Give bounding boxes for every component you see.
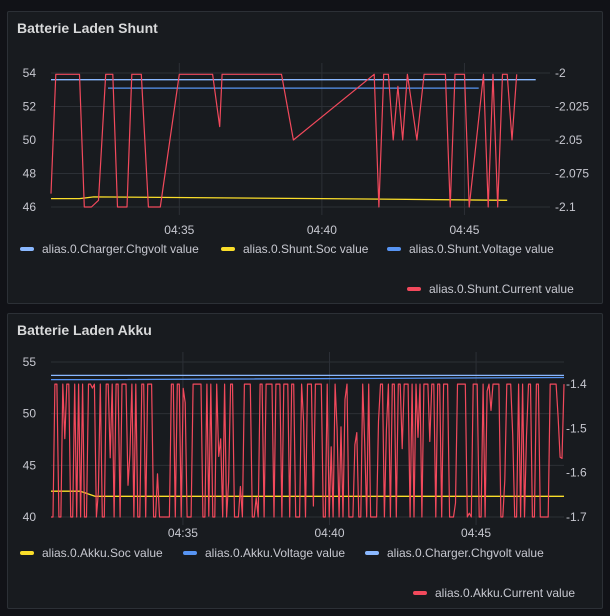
series-line-3 bbox=[50, 73, 518, 208]
y-left-tick-label: 52 bbox=[23, 100, 37, 114]
legend-label: alias.0.Akku.Soc value bbox=[42, 546, 163, 560]
y-left-tick-label: 55 bbox=[23, 355, 37, 369]
shunt-chart[interactable]: 54 52 50 48 46 -2 -2.025 -2.05 -2.075 -2.1 04:35 04… bbox=[8, 12, 604, 305]
legend-swatch bbox=[221, 247, 235, 251]
x-tick-label: 04:35 bbox=[164, 223, 194, 237]
shunt-panel: Batterie Laden Shunt 54 52 50 48 46 -2 -2.025 -… bbox=[7, 11, 603, 304]
legend-label: alias.0.Akku.Voltage value bbox=[205, 546, 346, 560]
legend-label: alias.0.Shunt.Voltage value bbox=[409, 242, 554, 256]
legend-item-shunt-current[interactable]: alias.0.Shunt.Current value bbox=[407, 282, 574, 296]
panel-title[interactable]: Batterie Laden Shunt bbox=[17, 20, 158, 36]
y-left-tick-label: 50 bbox=[23, 407, 37, 421]
series-line-3 bbox=[51, 383, 565, 518]
legend-label: alias.0.Charger.Chgvolt value bbox=[387, 546, 544, 560]
x-tick-label: 04:45 bbox=[449, 223, 479, 237]
y-left-tick-label: 54 bbox=[23, 66, 37, 80]
legend-swatch bbox=[413, 591, 427, 595]
legend-swatch bbox=[183, 551, 197, 555]
legend-label: alias.0.Charger.Chgvolt value bbox=[42, 242, 199, 256]
panel-title[interactable]: Batterie Laden Akku bbox=[17, 322, 152, 338]
x-tick-label: 04:45 bbox=[461, 526, 491, 540]
y-right-tick-label: -1.5 bbox=[566, 421, 587, 435]
legend-item-akku-soc[interactable]: alias.0.Akku.Soc value bbox=[20, 546, 163, 560]
legend-label: alias.0.Shunt.Current value bbox=[429, 282, 574, 296]
legend-swatch bbox=[407, 287, 421, 291]
legend-label: alias.0.Shunt.Soc value bbox=[243, 242, 369, 256]
legend-swatch bbox=[20, 247, 34, 251]
legend-swatch bbox=[20, 551, 34, 555]
x-tick-label: 04:40 bbox=[314, 526, 344, 540]
y-right-tick-label: -1.4 bbox=[566, 377, 587, 391]
x-tick-label: 04:35 bbox=[168, 526, 198, 540]
x-tick-label: 04:40 bbox=[307, 223, 337, 237]
akku-chart[interactable]: 55 50 45 40 -1.4 -1.5 -1.6 -1.7 04:35 04:40 04:45 bbox=[8, 314, 604, 610]
y-right-tick-label: -2 bbox=[555, 66, 566, 80]
series-line-0 bbox=[51, 490, 564, 497]
y-right-tick-label: -2.1 bbox=[555, 200, 576, 214]
y-left-tick-label: 40 bbox=[23, 510, 37, 524]
y-left-tick-label: 46 bbox=[23, 200, 37, 214]
legend-swatch bbox=[365, 551, 379, 555]
legend-item-shunt-soc[interactable]: alias.0.Shunt.Soc value bbox=[221, 242, 368, 256]
legend-label: alias.0.Akku.Current value bbox=[435, 586, 576, 600]
legend-swatch bbox=[387, 247, 401, 251]
legend-item-akku-current[interactable]: alias.0.Akku.Current value bbox=[413, 586, 575, 600]
legend-item-charger-chgvolt[interactable]: alias.0.Charger.Chgvolt value bbox=[365, 546, 544, 560]
y-left-tick-label: 45 bbox=[23, 458, 37, 472]
y-left-tick-label: 50 bbox=[23, 133, 37, 147]
y-right-tick-label: -2.075 bbox=[555, 167, 589, 181]
y-right-tick-label: -2.025 bbox=[555, 100, 589, 114]
series-line-1 bbox=[51, 376, 565, 381]
y-right-tick-label: -1.7 bbox=[566, 510, 587, 524]
legend-item-shunt-voltage[interactable]: alias.0.Shunt.Voltage value bbox=[387, 242, 554, 256]
series-line-1 bbox=[51, 196, 508, 201]
y-left-tick-label: 48 bbox=[23, 167, 37, 181]
legend-item-akku-voltage[interactable]: alias.0.Akku.Voltage value bbox=[183, 546, 345, 560]
y-right-tick-label: -2.05 bbox=[555, 133, 583, 147]
y-right-tick-label: -1.6 bbox=[566, 466, 587, 480]
akku-panel: Batterie Laden Akku 55 50 45 40 -1.4 -1.5 -1.6… bbox=[7, 313, 603, 609]
legend-item-charger-chgvolt[interactable]: alias.0.Charger.Chgvolt value bbox=[20, 242, 199, 256]
